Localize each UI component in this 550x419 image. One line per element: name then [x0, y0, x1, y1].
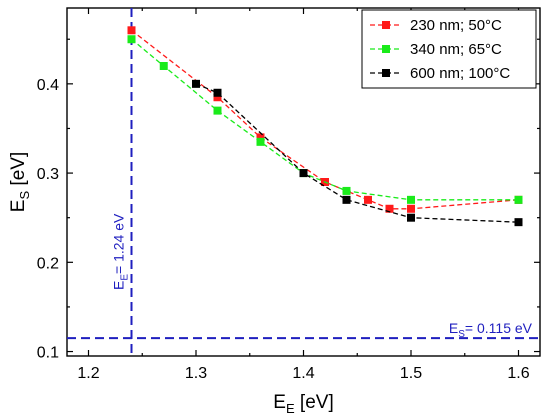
data-point	[514, 218, 523, 227]
data-point	[213, 93, 222, 102]
y-axis-label: ES [eV]	[8, 152, 32, 212]
legend-marker	[382, 45, 390, 53]
series-group	[127, 26, 523, 227]
data-point	[364, 195, 372, 204]
data-point	[127, 35, 136, 44]
y-tick-label: 0.3	[37, 166, 59, 183]
data-point	[407, 195, 415, 204]
legend: 230 nm; 50°C 340 nm; 65°C 600 nm; 100°C	[361, 9, 537, 89]
data-point	[127, 26, 136, 35]
data-point	[385, 204, 394, 213]
data-point	[213, 106, 222, 115]
data-point	[299, 169, 308, 178]
data-point	[213, 88, 222, 97]
data-point	[192, 79, 200, 88]
legend-label: 340 nm; 65°C	[410, 41, 502, 58]
x-tick-label: 1.5	[400, 365, 422, 382]
legend-marker	[382, 21, 390, 29]
data-point	[159, 62, 168, 70]
x-tick-label: 1.3	[185, 365, 207, 382]
series-line	[195, 83, 519, 223]
y-tick-label: 0.2	[37, 255, 59, 272]
legend-marker	[382, 69, 390, 77]
x-axis-label: EE [eV]	[273, 392, 333, 416]
x-tick-label: 1.6	[507, 365, 529, 382]
legend-label: 600 nm; 100°C	[410, 65, 510, 82]
vertical-reference-label: EE= 1.24 eV	[111, 213, 131, 290]
x-tick-label: 1.2	[77, 365, 99, 382]
data-point	[514, 195, 523, 204]
data-point	[342, 186, 351, 195]
data-point	[342, 195, 351, 204]
horizontal-reference-label: ES= 0.115 eV	[449, 320, 533, 340]
data-point	[407, 213, 415, 222]
data-point	[256, 137, 265, 146]
y-tick-label: 0.4	[37, 77, 59, 94]
series-3	[192, 79, 523, 227]
x-tick-label: 1.4	[292, 365, 314, 382]
y-tick-label: 0.1	[37, 345, 59, 362]
data-point	[407, 204, 415, 213]
legend-label: 230 nm; 50°C	[410, 17, 502, 34]
reference-lines: EE= 1.24 eV ES= 0.115 eV	[67, 8, 540, 356]
data-point	[256, 133, 265, 142]
axis-ticks: 1.2 1.3 1.4 1.5 1.6 0.1 0.2 0.3 0.4	[37, 8, 540, 382]
